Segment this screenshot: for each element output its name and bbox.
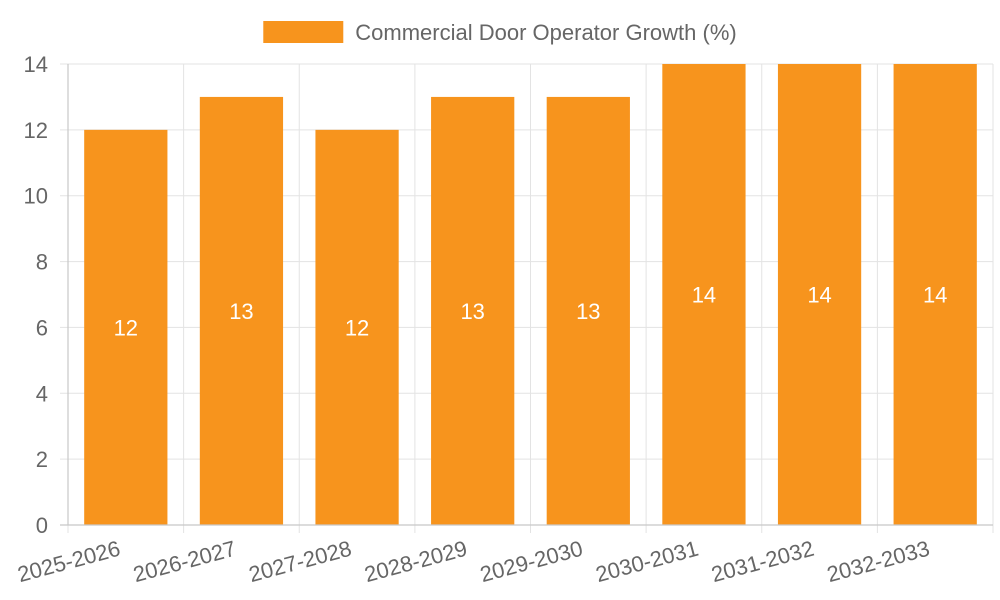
bar-value-label: 13 xyxy=(460,299,484,324)
y-tick-label: 4 xyxy=(36,381,48,406)
bar[interactable] xyxy=(546,96,630,525)
legend-swatch xyxy=(263,21,344,43)
bar[interactable] xyxy=(431,96,515,525)
y-tick-label: 2 xyxy=(36,447,48,472)
bar[interactable] xyxy=(777,64,862,525)
x-tick-label: 2029-2030 xyxy=(477,536,585,587)
bar[interactable] xyxy=(893,64,977,525)
x-tick-label: 2031-2032 xyxy=(709,536,817,587)
legend[interactable]: Commercial Door Operator Growth (%) xyxy=(263,20,737,45)
bar[interactable] xyxy=(662,64,746,525)
bars: 12 13 12 13 13 14 14 14 xyxy=(84,64,977,525)
bar-value-label: 14 xyxy=(923,283,947,308)
y-tick-label: 10 xyxy=(24,184,48,209)
bar[interactable] xyxy=(84,129,168,525)
bar[interactable] xyxy=(315,129,399,525)
bar-value-label: 12 xyxy=(345,315,369,340)
bar-value-label: 13 xyxy=(576,299,600,324)
y-tick-label: 12 xyxy=(24,118,48,143)
bar-value-label: 12 xyxy=(114,315,138,340)
x-tick-label: 2030-2031 xyxy=(593,536,701,587)
bar-value-label: 14 xyxy=(807,283,831,308)
x-tick-label: 2032-2033 xyxy=(824,536,932,587)
y-tick-label: 14 xyxy=(24,52,48,77)
y-tick-label: 0 xyxy=(36,513,48,538)
y-tick-label: 6 xyxy=(36,315,48,340)
x-tick-label: 2028-2029 xyxy=(362,536,470,587)
x-tick-label: 2027-2028 xyxy=(246,536,354,587)
bar-value-label: 13 xyxy=(229,299,253,324)
legend-label: Commercial Door Operator Growth (%) xyxy=(355,20,736,45)
y-tick-label: 8 xyxy=(36,250,48,275)
x-tick-label: 2026-2027 xyxy=(130,536,238,587)
bar[interactable] xyxy=(199,96,284,525)
bar-value-label: 14 xyxy=(692,283,716,308)
axes xyxy=(60,64,993,526)
x-tick-label: 2025-2026 xyxy=(15,536,123,587)
